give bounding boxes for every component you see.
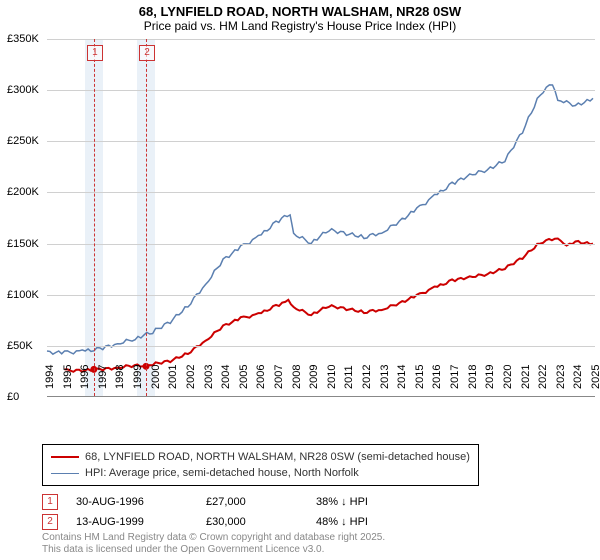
x-axis-label: 2004 <box>220 365 232 389</box>
x-axis-label: 2010 <box>326 365 338 389</box>
y-axis-label: £350K <box>7 33 39 45</box>
sale-marker-icon: 1 <box>42 494 58 510</box>
chart-svg <box>47 39 595 396</box>
x-axis-label: 2015 <box>414 365 426 389</box>
title-block: 68, LYNFIELD ROAD, NORTH WALSHAM, NR28 0… <box>0 0 600 33</box>
plot-region: 12 <box>47 39 595 397</box>
x-axis-label: 2005 <box>238 365 250 389</box>
footnote-line: Contains HM Land Registry data © Crown c… <box>42 532 385 544</box>
x-axis-label: 2022 <box>537 365 549 389</box>
footnote-line: This data is licensed under the Open Gov… <box>42 544 385 556</box>
x-axis-label: 1999 <box>132 365 144 389</box>
legend-row: 68, LYNFIELD ROAD, NORTH WALSHAM, NR28 0… <box>51 449 470 465</box>
sale-price: £30,000 <box>206 516 316 528</box>
sale-price: £27,000 <box>206 496 316 508</box>
x-axis-label: 2020 <box>502 365 514 389</box>
legend-swatch <box>51 473 79 474</box>
x-axis-label: 2006 <box>255 365 267 389</box>
x-axis-label: 2012 <box>361 365 373 389</box>
sale-delta: 38% ↓ HPI <box>316 496 416 508</box>
gridline <box>47 346 595 347</box>
legend: 68, LYNFIELD ROAD, NORTH WALSHAM, NR28 0… <box>42 444 479 486</box>
gridline <box>47 192 595 193</box>
sale-marker-line <box>146 39 147 396</box>
x-axis-label: 2017 <box>449 365 461 389</box>
y-axis-label: £200K <box>7 186 39 198</box>
x-axis-label: 2014 <box>396 365 408 389</box>
x-axis-label: 1995 <box>62 365 74 389</box>
gridline <box>47 244 595 245</box>
sale-marker-number: 1 <box>87 45 103 61</box>
x-axis-label: 1997 <box>97 365 109 389</box>
footnote: Contains HM Land Registry data © Crown c… <box>42 532 385 556</box>
x-axis-label: 2021 <box>520 365 532 389</box>
chart-container: 68, LYNFIELD ROAD, NORTH WALSHAM, NR28 0… <box>0 0 600 560</box>
y-axis-label: £300K <box>7 84 39 96</box>
gridline <box>47 39 595 40</box>
x-axis-label: 2016 <box>431 365 443 389</box>
x-axis-label: 2003 <box>203 365 215 389</box>
y-axis-label: £0 <box>7 391 19 403</box>
x-axis-label: 2008 <box>291 365 303 389</box>
y-axis-label: £250K <box>7 135 39 147</box>
x-axis-label: 2000 <box>150 365 162 389</box>
sale-marker-icon: 2 <box>42 514 58 530</box>
x-axis-label: 1994 <box>44 365 56 389</box>
x-axis-label: 2002 <box>185 365 197 389</box>
x-axis-label: 1998 <box>114 365 126 389</box>
gridline <box>47 295 595 296</box>
x-axis-label: 2019 <box>484 365 496 389</box>
legend-label: 68, LYNFIELD ROAD, NORTH WALSHAM, NR28 0… <box>85 451 470 463</box>
sale-date: 13-AUG-1999 <box>76 516 206 528</box>
chart-subtitle: Price paid vs. HM Land Registry's House … <box>0 19 600 33</box>
legend-label: HPI: Average price, semi-detached house,… <box>85 467 359 479</box>
gridline <box>47 141 595 142</box>
legend-swatch <box>51 456 79 458</box>
x-axis-label: 2001 <box>167 365 179 389</box>
y-axis-label: £150K <box>7 238 39 250</box>
gridline <box>47 90 595 91</box>
x-axis-label: 1996 <box>79 365 91 389</box>
x-axis-label: 2024 <box>572 365 584 389</box>
x-axis-label: 2023 <box>555 365 567 389</box>
series-line <box>65 239 593 372</box>
sales-row: 1 30-AUG-1996 £27,000 38% ↓ HPI <box>42 492 416 512</box>
series-line <box>47 85 593 354</box>
legend-row: HPI: Average price, semi-detached house,… <box>51 465 470 481</box>
x-axis-label: 2018 <box>467 365 479 389</box>
sales-table: 1 30-AUG-1996 £27,000 38% ↓ HPI 2 13-AUG… <box>42 492 416 532</box>
sale-marker-line <box>94 39 95 396</box>
x-axis-label: 2025 <box>590 365 600 389</box>
sale-delta: 48% ↓ HPI <box>316 516 416 528</box>
x-axis-label: 2013 <box>379 365 391 389</box>
chart-title: 68, LYNFIELD ROAD, NORTH WALSHAM, NR28 0… <box>0 4 600 19</box>
x-axis-label: 2011 <box>343 365 355 389</box>
sale-date: 30-AUG-1996 <box>76 496 206 508</box>
sale-marker-number: 2 <box>139 45 155 61</box>
y-axis-label: £100K <box>7 289 39 301</box>
y-axis-label: £50K <box>7 340 33 352</box>
sales-row: 2 13-AUG-1999 £30,000 48% ↓ HPI <box>42 512 416 532</box>
x-axis-label: 2009 <box>308 365 320 389</box>
x-axis-label: 2007 <box>273 365 285 389</box>
chart-area: 12 £0£50K£100K£150K£200K£250K£300K£350K1… <box>5 39 595 419</box>
